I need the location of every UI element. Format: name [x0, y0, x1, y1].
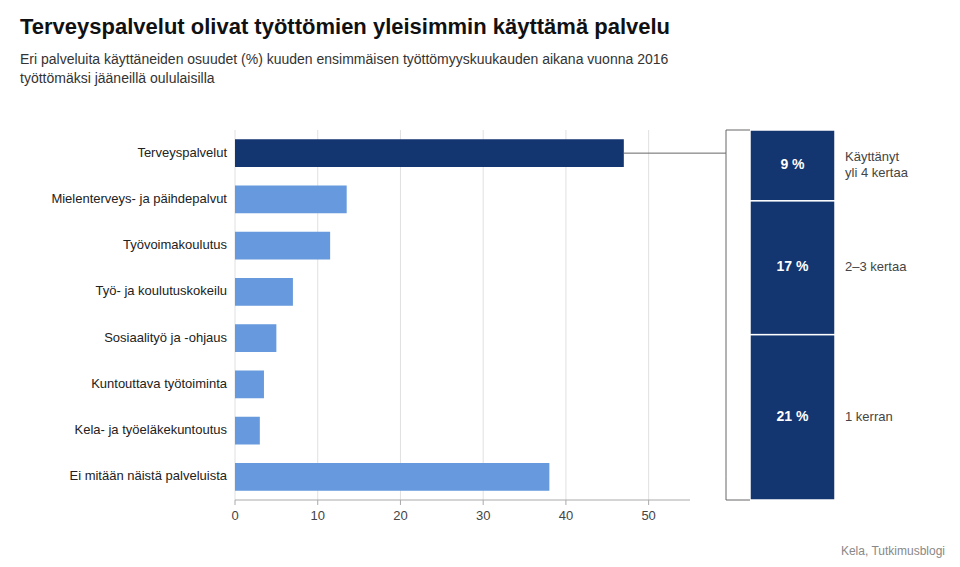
x-axis: [235, 500, 690, 501]
tick-mark: [565, 500, 566, 505]
bar: [235, 278, 293, 306]
category-label: Ei mitään näistä palveluista: [69, 468, 227, 483]
bar: [235, 324, 276, 352]
chart: Terveyspalvelut olivat työttömien yleisi…: [0, 0, 960, 567]
tick-label: 30: [476, 508, 490, 523]
bar: [235, 232, 330, 260]
tick-label: 20: [393, 508, 407, 523]
category-label: Kuntouttava työtoiminta: [91, 376, 228, 391]
data-label: 9 %: [780, 156, 805, 172]
breakdown-segment: [750, 130, 835, 201]
tick-mark: [400, 500, 401, 505]
segment-name-line: yli 4 kertaa: [845, 165, 909, 180]
bracket-line: [726, 477, 727, 500]
grid-line: [648, 130, 649, 500]
source: Kela, Tutkimusblogi: [841, 544, 945, 558]
tick-mark: [317, 500, 318, 505]
bracket-line: [726, 130, 727, 153]
tick-label: 10: [310, 508, 324, 523]
breakdown-segment: [750, 335, 835, 500]
bracket-line: [726, 500, 750, 501]
segment-name-line: Käyttänyt: [845, 149, 900, 164]
bracket: [624, 130, 750, 500]
bracket-line: [624, 153, 726, 154]
segment-name-line: 1 kerran: [845, 409, 893, 424]
segment-name: Käyttänytyli 4 kertaa: [845, 149, 909, 180]
breakdown: [750, 130, 835, 500]
grid-line: [400, 130, 401, 500]
data-label: 21 %: [777, 408, 809, 424]
bar: [235, 139, 624, 167]
grid-line: [565, 130, 566, 500]
tick-mark: [235, 500, 236, 505]
segment-name: 2–3 kertaa: [845, 259, 907, 274]
category-label: Kela- ja työeläkekuntoutus: [75, 422, 228, 437]
category-label: Mielenterveys- ja päihdepalvut: [51, 191, 227, 206]
tick-mark: [483, 500, 484, 505]
bar: [235, 463, 549, 491]
tick-label: 40: [559, 508, 573, 523]
tick-label: 50: [641, 508, 655, 523]
bracket-line: [726, 130, 750, 131]
segment-name: 1 kerran: [845, 409, 893, 424]
title: Terveyspalvelut olivat työttömien yleisi…: [20, 14, 670, 39]
data-label: 17 %: [777, 258, 809, 274]
tick-mark: [648, 500, 649, 505]
subtitle: Eri palveluita käyttäneiden osuudet (%) …: [20, 51, 669, 67]
subtitle: työttömäksi jääneillä oululaisilla: [20, 70, 215, 86]
bar: [235, 186, 347, 214]
bar: [235, 371, 264, 399]
category-label: Työ- ja koulutuskokeilu: [95, 283, 227, 298]
bracket-line: [726, 153, 727, 477]
breakdown-segment: [750, 201, 835, 335]
category-label: Sosiaalityö ja -ohjaus: [104, 330, 227, 345]
tick-label: 0: [231, 508, 238, 523]
grid: [235, 130, 649, 500]
bars: [235, 139, 624, 491]
category-label: Työvoimakoulutus: [123, 237, 228, 252]
bar: [235, 417, 260, 445]
segment-name-line: 2–3 kertaa: [845, 259, 907, 274]
category-label: Terveyspalvelut: [137, 145, 227, 160]
grid-line: [483, 130, 484, 500]
